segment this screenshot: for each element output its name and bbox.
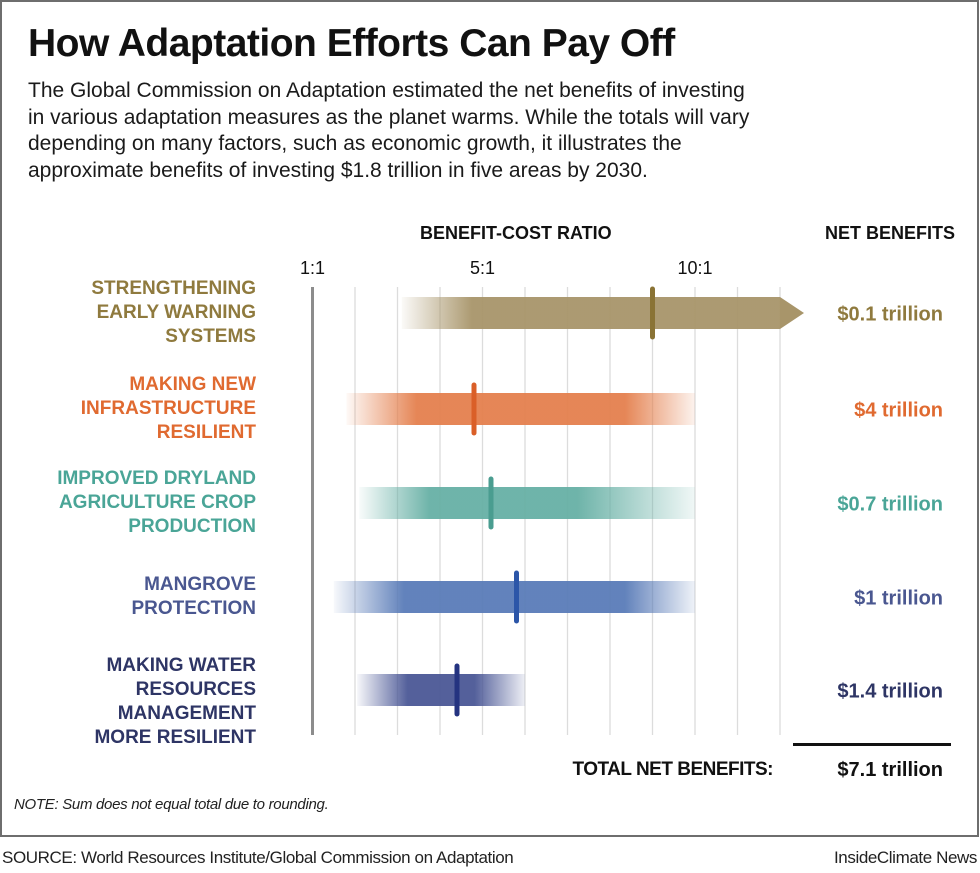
total-divider [793,743,951,746]
tick-label: 10:1 [677,258,713,278]
category-label-line: AGRICULTURE CROP [58,492,256,513]
range-bar [359,487,695,519]
total-value: $7.1 trillion [837,759,943,781]
range-bar [401,297,780,329]
category-label: MAKING NEW INFRASTRUCTURE RESILIENT [81,373,256,445]
net-benefit-value: $4 trillion [854,399,943,422]
category-label-line: RESILIENT [156,422,256,443]
subtitle-line: approximate benefits of investing $1.8 t… [28,158,648,182]
net-benefits-header: NET BENEFITS [824,223,955,243]
category-label: MANGROVE PROTECTION [131,573,256,621]
subtitle-line: depending on many factors, such as econo… [28,132,682,155]
chart-subtitle: The Global Commission on Adaptation esti… [28,78,749,184]
open-ended-arrow [780,297,804,329]
range-bar [357,674,525,706]
total-label: TOTAL NET BENEFITS: [572,759,773,780]
net-benefit-value: $0.1 trillion [837,303,943,326]
category-label: MAKING WATER RESOURCES MANAGEMENT MORE RESI… [94,654,256,750]
net-benefit-value: $0.7 trillion [837,493,943,516]
category-label-line: INFRASTRUCTURE [80,398,256,419]
source-credit: SOURCE: World Resources Institute/Global… [2,848,514,867]
tick-label: 5:1 [469,258,496,278]
category-label-line: MAKING NEW [129,374,256,395]
chart-title: How Adaptation Efforts Can Pay Off [28,22,675,65]
category-label-line: PRODUCTION [128,516,256,537]
category-label-line: IMPROVED DRYLAND [57,468,256,489]
chart-frame [0,0,979,837]
net-benefit-value: $1.4 trillion [837,680,943,703]
category-label-line: EARLY WARNING [96,302,256,323]
category-label: IMPROVED DRYLAND AGRICULTURE CROP PRODUCTI… [57,467,256,539]
publisher-credit: InsideClimate News [833,848,977,867]
category-label: STRENGTHENING EARLY WARNING SYSTEMS [91,277,256,349]
category-label-line: RESOURCES [135,679,256,700]
category-label-line: MAKING WATER [106,655,256,676]
category-label-line: PROTECTION [131,598,256,619]
category-label-line: STRENGTHENING [91,278,256,299]
footnote: NOTE: Sum does not equal total due to ro… [14,796,329,813]
x-axis-label: BENEFIT-COST RATIO [420,223,612,243]
subtitle-line: in various adaptation measures as the pl… [28,105,750,129]
net-benefit-value: $1 trillion [854,587,943,610]
category-label-line: SYSTEMS [165,326,256,347]
range-bar [346,393,695,425]
tick-label: 1:1 [299,258,326,278]
category-label-line: MORE RESILIENT [94,727,256,748]
category-label-line: MANAGEMENT [117,703,256,724]
category-label-line: MANGROVE [144,574,256,595]
subtitle-line: The Global Commission on Adaptation esti… [28,79,745,102]
